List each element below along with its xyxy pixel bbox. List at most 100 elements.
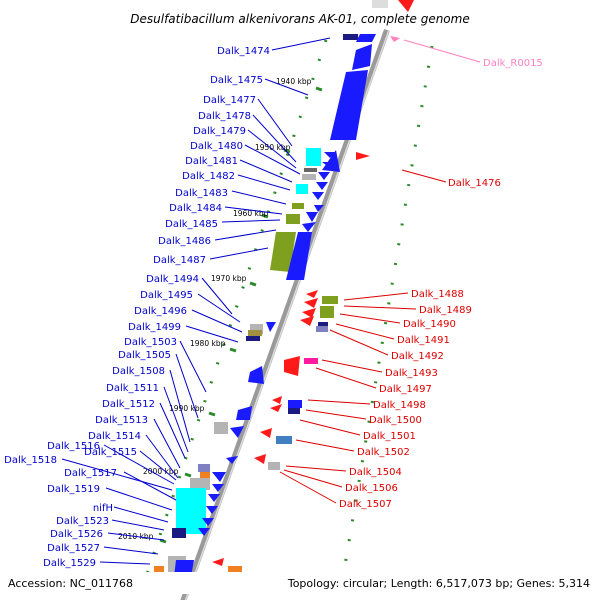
gene-feature — [248, 366, 264, 384]
gene-label: Dalk_1482 — [182, 171, 235, 182]
rna-label: Dalk_R0015 — [483, 58, 543, 69]
right-gene-labels: Dalk_R0015 Dalk_1476 Dalk_1488 Dalk_1489… — [339, 58, 543, 510]
gene-feature — [206, 506, 218, 514]
gene-feature — [330, 70, 368, 140]
gene-feature — [306, 148, 321, 166]
gene-feature — [322, 296, 338, 304]
gene-feature — [306, 212, 318, 222]
gene-label: Dalk_1504 — [349, 467, 402, 478]
gene-feature — [270, 232, 296, 272]
gene-label: Dalk_1523 — [56, 516, 109, 527]
left-leader-lines — [61, 37, 331, 565]
gene-label: Dalk_1485 — [165, 219, 218, 230]
gene-label: Dalk_1515 — [84, 447, 137, 458]
reverse-strand-features — [212, 0, 414, 578]
gene-feature — [266, 322, 276, 332]
gene-feature — [270, 404, 282, 412]
gene-feature — [292, 203, 304, 209]
gene-label: Dalk_1514 — [88, 431, 141, 442]
gene-feature — [228, 566, 242, 572]
gene-feature — [284, 356, 300, 376]
gene-label: Dalk_1502 — [357, 447, 410, 458]
gene-label: Dalk_1519 — [47, 484, 100, 495]
gene-feature — [230, 426, 244, 438]
gene-label: Dalk_1527 — [47, 543, 100, 554]
gene-label: Dalk_1512 — [102, 399, 155, 410]
gene-label: Dalk_1481 — [185, 156, 238, 167]
gene-label: Dalk_1500 — [369, 415, 422, 426]
map-title: Desulfatibacillum alkenivorans AK-01, co… — [130, 12, 469, 26]
gene-label: Dalk_1490 — [403, 319, 456, 330]
kbp-label: 1950 kbp — [255, 143, 291, 152]
gene-feature — [324, 152, 336, 158]
gene-label: Dalk_1511 — [106, 383, 159, 394]
gene-feature — [300, 316, 314, 326]
footer-background — [0, 572, 600, 594]
gene-label: Dalk_1508 — [112, 366, 165, 377]
gene-feature — [316, 326, 328, 332]
left-gene-labels: Dalk_1474 Dalk_1475 Dalk_1477 Dalk_1478 … — [4, 46, 270, 569]
gene-feature — [302, 222, 316, 232]
gene-feature — [322, 162, 336, 168]
gene-label: Dalk_1494 — [146, 274, 199, 285]
gene-feature — [236, 406, 252, 420]
gene-feature — [226, 456, 238, 464]
gene-feature — [198, 528, 210, 536]
gene-feature — [302, 308, 316, 318]
gene-label: Dalk_1474 — [217, 46, 270, 57]
gene-label: Dalk_1496 — [134, 306, 187, 317]
gene-feature — [304, 168, 317, 172]
gene-feature — [302, 174, 316, 180]
gene-feature — [272, 396, 282, 404]
gene-feature — [318, 322, 328, 328]
backbone-top-cap — [372, 0, 388, 8]
gene-label: Dalk_1507 — [339, 499, 392, 510]
gene-label: Dalk_1498 — [373, 400, 426, 411]
gene-label: Dalk_1480 — [190, 141, 243, 152]
gene-label: Dalk_1513 — [95, 415, 148, 426]
gene-feature — [304, 358, 318, 364]
gene-feature — [356, 152, 370, 160]
gene-label: Dalk_1518 — [4, 455, 57, 466]
gene-feature — [398, 0, 414, 12]
gene-feature — [314, 205, 324, 212]
gene-label: Dalk_1492 — [391, 351, 444, 362]
genome-stats-label: Topology: circular; Length: 6,517,073 bp… — [287, 577, 590, 590]
gene-feature — [320, 306, 334, 318]
gene-feature — [286, 214, 300, 224]
gene-feature — [312, 192, 324, 200]
gene-feature — [200, 472, 210, 478]
kbp-label: 2000 kbp — [143, 467, 179, 476]
right-leader-lines — [279, 169, 447, 504]
gene-feature — [202, 518, 214, 526]
gene-feature — [260, 428, 272, 438]
gene-feature — [288, 400, 302, 408]
gene-label: Dalk_1489 — [419, 305, 472, 316]
gene-label: Dalk_1493 — [385, 368, 438, 379]
gene-feature — [322, 150, 340, 172]
gene-feature — [296, 184, 308, 194]
gene-feature — [212, 472, 226, 482]
gene-feature — [356, 34, 376, 42]
gene-feature — [248, 330, 262, 336]
gene-feature — [286, 232, 312, 280]
gene-feature — [306, 290, 318, 298]
gene-feature — [318, 172, 330, 180]
gene-label: Dalk_1495 — [140, 290, 193, 301]
gene-feature — [250, 324, 263, 334]
gene-label: Dalk_1499 — [128, 322, 181, 333]
gene-label: Dalk_1516 — [47, 441, 100, 452]
gene-label: Dalk_1497 — [379, 384, 432, 395]
kbp-label: 1960 kbp — [233, 209, 269, 218]
gene-label: Dalk_1529 — [43, 558, 96, 569]
gene-feature — [172, 528, 186, 538]
gene-label: Dalk_1475 — [210, 75, 263, 86]
gene-label: Dalk_1476 — [448, 178, 501, 189]
gene-feature — [198, 464, 210, 472]
kbp-label: 1970 kbp — [211, 274, 247, 283]
gene-feature — [254, 454, 266, 464]
rna-leader-line — [403, 39, 481, 63]
kbp-label: 1990 kbp — [169, 404, 205, 413]
gene-feature — [304, 298, 318, 308]
